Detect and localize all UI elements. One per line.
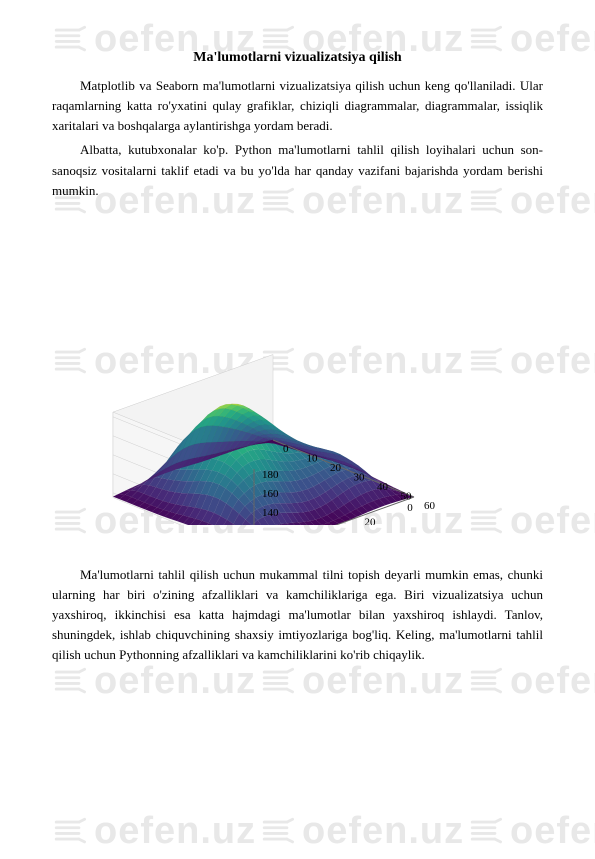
svg-text:20: 20 bbox=[330, 462, 342, 474]
page-title: Ma'lumotlarni vizualizatsiya qilish bbox=[52, 50, 543, 66]
watermark-text: oefen.uz bbox=[510, 810, 595, 853]
svg-text:20: 20 bbox=[364, 516, 376, 525]
svg-text:0: 0 bbox=[283, 443, 289, 455]
paragraph-2: Albatta, kutubxonalar ko'p. Python ma'lu… bbox=[52, 140, 543, 200]
paragraph-1: Matplotlib va Seaborn ma'lumotlarni vizu… bbox=[52, 76, 543, 136]
svg-text:180: 180 bbox=[262, 469, 279, 481]
watermark-icon bbox=[260, 815, 294, 849]
watermark-icon bbox=[52, 815, 86, 849]
svg-text:10: 10 bbox=[306, 452, 318, 464]
watermark-text: oefen.uz bbox=[94, 810, 256, 853]
svg-text:30: 30 bbox=[353, 471, 365, 483]
svg-text:0: 0 bbox=[407, 502, 413, 514]
svg-text:140: 140 bbox=[262, 507, 279, 519]
page-content: Ma'lumotlarni vizualizatsiya qilish Matp… bbox=[0, 0, 595, 710]
watermark: oefen.uz bbox=[260, 810, 464, 853]
svg-text:50: 50 bbox=[400, 490, 412, 502]
svg-text:160: 160 bbox=[262, 488, 279, 500]
watermark-icon bbox=[468, 815, 502, 849]
chart-container: 8060402000102030405060100120140160180 bbox=[52, 245, 543, 525]
surface-3d-chart: 8060402000102030405060100120140160180 bbox=[108, 245, 488, 525]
paragraph-3: Ma'lumotlarni tahlil qilish uchun mukamm… bbox=[52, 565, 543, 666]
svg-text:40: 40 bbox=[377, 481, 389, 493]
watermark: oefen.uz bbox=[468, 810, 595, 853]
svg-text:60: 60 bbox=[424, 500, 436, 512]
watermark-text: oefen.uz bbox=[302, 810, 464, 853]
watermark: oefen.uz bbox=[52, 810, 256, 853]
